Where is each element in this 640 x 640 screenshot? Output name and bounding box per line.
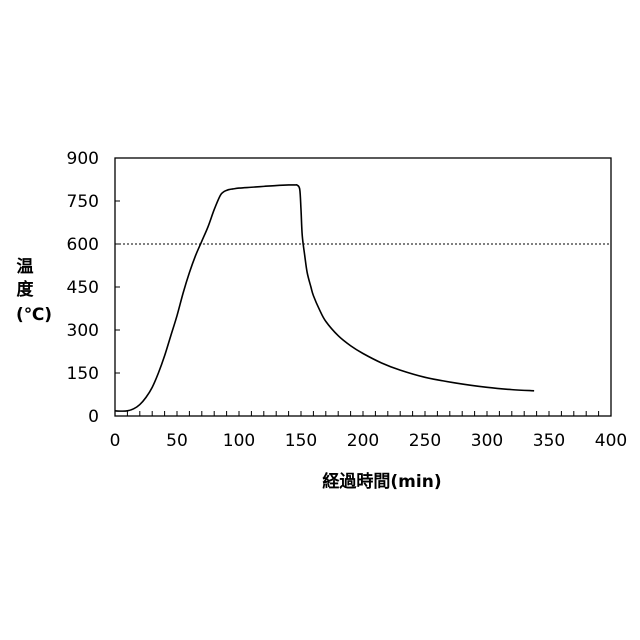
- x-tick-label: 250: [409, 431, 441, 451]
- y-tick-label: 450: [67, 278, 99, 298]
- y-tick-label: 300: [67, 321, 99, 341]
- y-axis-title-line-2: 度: [17, 279, 35, 300]
- plot-frame: [115, 158, 611, 416]
- y-tick-label: 0: [88, 407, 99, 427]
- x-tick-label: 150: [285, 431, 317, 451]
- y-tick-label: 150: [67, 364, 99, 384]
- y-tick-label: 600: [67, 235, 99, 255]
- x-axis-title: 経過時間(min): [322, 471, 441, 492]
- y-axis-title-line-1: 温: [17, 257, 34, 277]
- x-minor-ticks: [127, 411, 598, 416]
- series-line: [115, 185, 534, 411]
- x-tick-label: 400: [595, 431, 627, 451]
- x-tick-label: 100: [223, 431, 255, 451]
- x-tick-label: 50: [166, 431, 188, 451]
- x-tick-labels: 0 50 100 150 200 250 300 350 400: [110, 431, 628, 451]
- y-tick-label: 900: [67, 149, 99, 169]
- x-tick-label: 300: [471, 431, 503, 451]
- x-tick-label: 350: [533, 431, 565, 451]
- x-tick-label: 200: [347, 431, 379, 451]
- y-tick-label: 750: [67, 192, 99, 212]
- y-major-ticks: [115, 158, 120, 416]
- y-tick-labels: 0 150 300 450 600 750 900: [67, 149, 99, 427]
- x-tick-label: 0: [110, 431, 121, 451]
- y-axis-title-line-3: (℃): [16, 305, 52, 325]
